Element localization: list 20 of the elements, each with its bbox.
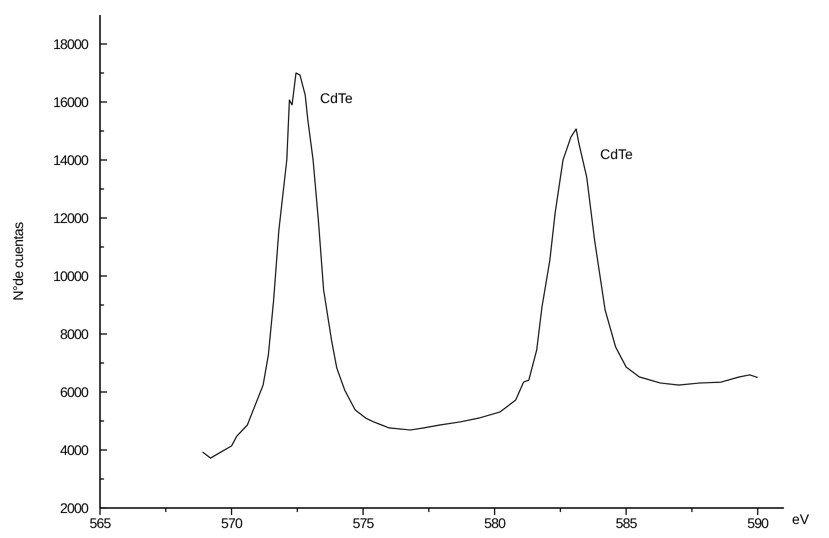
x-axis-title: eV <box>792 511 810 527</box>
y-tick-label: 14000 <box>53 152 90 168</box>
annotation: CdTe <box>320 90 353 106</box>
x-tick-label: 590 <box>747 515 770 531</box>
x-tick-label: 585 <box>616 515 638 531</box>
x-tick-label: 575 <box>352 515 375 531</box>
y-tick-label: 18000 <box>53 36 90 52</box>
x-tick-label: 580 <box>484 515 506 531</box>
y-tick-label: 16000 <box>53 94 90 110</box>
y-tick-label: 4000 <box>60 442 90 458</box>
y-axis-title: N°de cuentas <box>10 222 26 301</box>
y-tick-label: 8000 <box>60 326 90 342</box>
y-tick-label: 6000 <box>60 384 90 400</box>
x-tick-label: 570 <box>221 515 244 531</box>
line-series <box>202 72 758 459</box>
x-tick-label: 565 <box>90 515 112 531</box>
y-tick-label: 2000 <box>60 500 90 516</box>
y-tick-label: 12000 <box>53 210 90 226</box>
y-tick-label: 10000 <box>53 268 90 284</box>
annotation: CdTe <box>600 146 634 162</box>
